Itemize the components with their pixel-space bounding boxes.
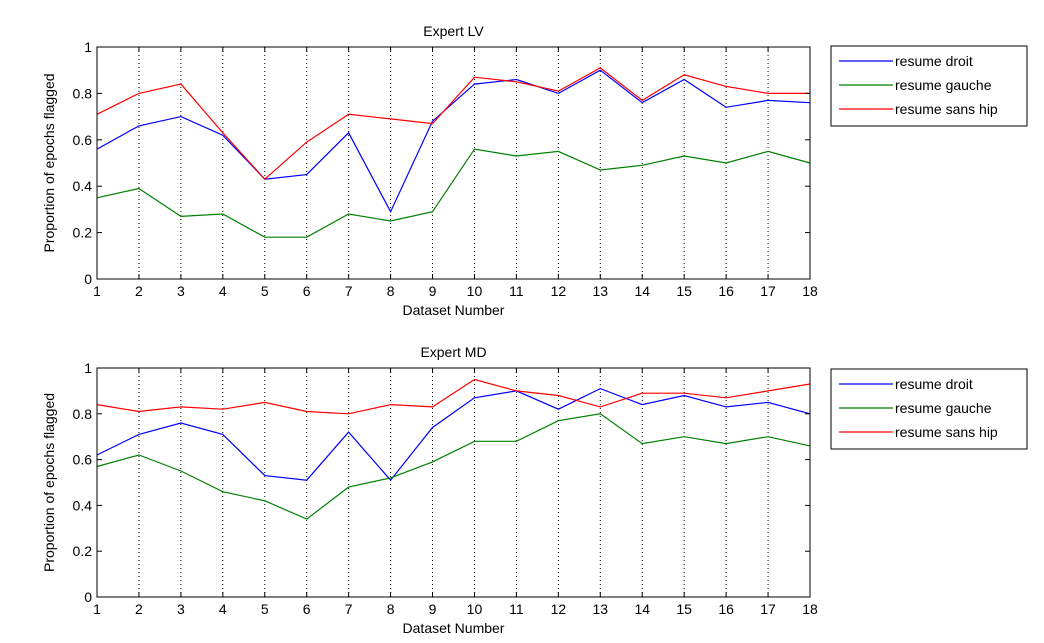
x-tick-label: 4	[219, 601, 227, 617]
x-tick-label: 11	[509, 601, 524, 617]
series-line-resume-droit	[96, 69, 811, 214]
x-tick-label: 6	[303, 601, 311, 617]
x-tick-label: 15	[676, 283, 692, 299]
x-tick-label: 7	[345, 601, 353, 617]
x-tick-label: 2	[135, 601, 143, 617]
x-tick-label: 10	[467, 601, 483, 617]
x-tick-label: 16	[718, 283, 734, 299]
x-tick-label: 5	[261, 601, 269, 617]
y-tick-label: 0.4	[73, 497, 93, 513]
x-tick-label: 1	[93, 283, 101, 299]
series-line-resume-sans-hip	[96, 378, 811, 415]
y-tick-label: 0.6	[73, 452, 93, 468]
legend-box	[830, 45, 1028, 127]
series-line-resume-droit	[96, 387, 811, 482]
y-tick-label: 0.8	[73, 85, 93, 101]
plot-area	[97, 47, 810, 279]
x-tick-label: 5	[261, 283, 269, 299]
x-tick-label: 14	[634, 601, 650, 617]
x-axis-label: Dataset Number	[403, 620, 505, 636]
chart-2: 1 2 3 4 5 6 7 8 9 10 11 12 13 14 15 16 17 1800.20.40.60.8…	[41, 344, 1028, 636]
y-tick-label: 0.2	[73, 543, 93, 559]
legend: resume droit resume gauche resume sans hip	[830, 368, 1028, 450]
x-tick-label: 8	[387, 283, 395, 299]
x-tick-label: 1	[93, 601, 101, 617]
legend-label: resume sans hip	[895, 101, 998, 117]
x-tick-label: 17	[760, 283, 776, 299]
x-tick-label: 7	[345, 283, 353, 299]
x-tick-label: 3	[177, 601, 185, 617]
x-tick-label: 13	[593, 283, 609, 299]
legend-label: resume droit	[895, 53, 973, 69]
legend-label: resume gauche	[895, 400, 992, 416]
x-tick-label: 11	[509, 283, 524, 299]
legend: resume droit resume gauche resume sans hip	[830, 45, 1028, 127]
x-tick-label: 17	[760, 601, 776, 617]
x-tick-label: 6	[303, 283, 311, 299]
y-axis-label: Proportion of epochs flagged	[41, 393, 57, 572]
x-tick-label: 18	[802, 283, 818, 299]
chart-1: 1 2 3 4 5 6 7 8 9 10 11 12 13 14 15 16 17 1800.20.40.60.8…	[41, 23, 1028, 318]
x-tick-label: 2	[135, 283, 143, 299]
legend-label: resume droit	[895, 376, 973, 392]
series-line-resume-gauche	[96, 148, 811, 238]
x-tick-label: 12	[551, 601, 567, 617]
series-line-resume-gauche	[96, 413, 811, 520]
axes-box	[96, 367, 811, 598]
y-tick-label: 1	[84, 360, 92, 376]
x-tick-label: 10	[467, 283, 483, 299]
x-tick-label: 12	[551, 283, 567, 299]
y-tick-label: 0.6	[73, 132, 93, 148]
y-tick-label: 0.2	[73, 225, 93, 241]
y-tick-label: 0.4	[73, 178, 93, 194]
x-tick-label: 8	[387, 601, 395, 617]
y-tick-label: 0	[84, 589, 92, 605]
x-tick-label: 18	[802, 601, 818, 617]
x-tick-label: 3	[177, 283, 185, 299]
y-tick-label: 1	[84, 39, 92, 55]
chart-title: Expert MD	[420, 344, 486, 360]
x-tick-label: 9	[429, 283, 437, 299]
chart-title: Expert LV	[423, 23, 484, 39]
x-tick-label: 14	[634, 283, 650, 299]
plot-area	[97, 368, 810, 597]
y-tick-label: 0	[84, 271, 92, 287]
legend-box	[830, 368, 1028, 450]
x-tick-label: 15	[676, 601, 692, 617]
legend-label: resume sans hip	[895, 424, 998, 440]
y-axis-label: Proportion of epochs flagged	[41, 73, 57, 252]
series-line-resume-sans-hip	[96, 67, 810, 181]
x-axis-label: Dataset Number	[403, 302, 505, 318]
x-tick-label: 9	[429, 601, 437, 617]
legend-label: resume gauche	[895, 77, 992, 93]
x-tick-label: 13	[593, 601, 609, 617]
axes-box	[96, 46, 811, 280]
y-tick-label: 0.8	[73, 406, 93, 422]
x-tick-label: 16	[718, 601, 734, 617]
x-tick-label: 4	[219, 283, 227, 299]
